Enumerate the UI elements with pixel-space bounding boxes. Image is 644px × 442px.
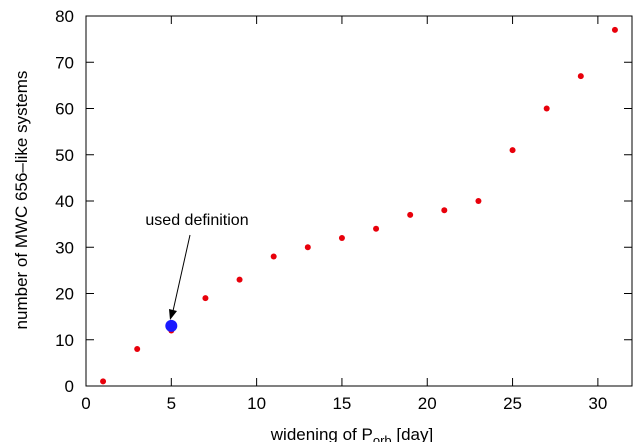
data-point bbox=[304, 244, 311, 251]
x-axis-label-unit: [day] bbox=[392, 425, 434, 442]
y-tick-label: 10 bbox=[55, 331, 74, 350]
annotation-arrowhead bbox=[169, 309, 177, 320]
data-points bbox=[100, 26, 618, 385]
data-point bbox=[270, 253, 277, 260]
data-point bbox=[441, 207, 448, 214]
y-axis-ticks: 0 10 20 30 40 50 60 70 80 bbox=[55, 7, 632, 396]
y-tick-label: 50 bbox=[55, 146, 74, 165]
annotation-arrow-line bbox=[172, 234, 191, 312]
x-tick-label: 5 bbox=[167, 394, 176, 413]
x-axis-ticks: 0 5 10 15 20 25 30 bbox=[81, 16, 607, 413]
y-tick-label: 80 bbox=[55, 7, 74, 26]
data-point bbox=[475, 198, 482, 204]
y-tick-label: 30 bbox=[55, 238, 74, 257]
data-point bbox=[134, 346, 141, 352]
y-tick-label: 40 bbox=[55, 192, 74, 211]
data-point bbox=[543, 105, 550, 112]
x-tick-label: 20 bbox=[418, 394, 437, 413]
highlight-point bbox=[165, 319, 178, 332]
data-point bbox=[407, 211, 414, 218]
y-tick-label: 20 bbox=[55, 285, 74, 304]
data-point bbox=[100, 378, 107, 385]
x-tick-label: 10 bbox=[247, 394, 266, 413]
x-axis-label-subscript: orb bbox=[373, 433, 392, 442]
data-point bbox=[202, 295, 209, 302]
x-tick-label: 15 bbox=[332, 394, 351, 413]
data-point bbox=[236, 276, 243, 283]
data-point bbox=[509, 147, 516, 154]
y-tick-label: 60 bbox=[55, 100, 74, 119]
x-tick-label: 0 bbox=[81, 394, 90, 413]
data-point bbox=[338, 235, 345, 241]
y-tick-label: 70 bbox=[55, 53, 74, 72]
x-axis-label: widening of Porb [day] bbox=[270, 425, 433, 442]
annotation-label: used definition bbox=[145, 212, 248, 229]
annotation: used definition bbox=[145, 212, 249, 320]
data-point bbox=[577, 73, 584, 80]
y-axis-label: number of MWC 656–like systems bbox=[12, 71, 31, 330]
x-tick-label: 25 bbox=[503, 394, 522, 413]
x-axis-label-main: widening of P bbox=[270, 425, 373, 442]
data-point bbox=[611, 26, 618, 33]
data-point bbox=[373, 225, 380, 232]
y-tick-label: 0 bbox=[65, 377, 74, 396]
x-tick-label: 30 bbox=[588, 394, 607, 413]
